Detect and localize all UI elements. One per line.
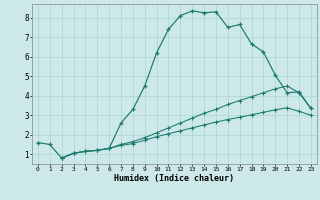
X-axis label: Humidex (Indice chaleur): Humidex (Indice chaleur)	[115, 174, 234, 183]
